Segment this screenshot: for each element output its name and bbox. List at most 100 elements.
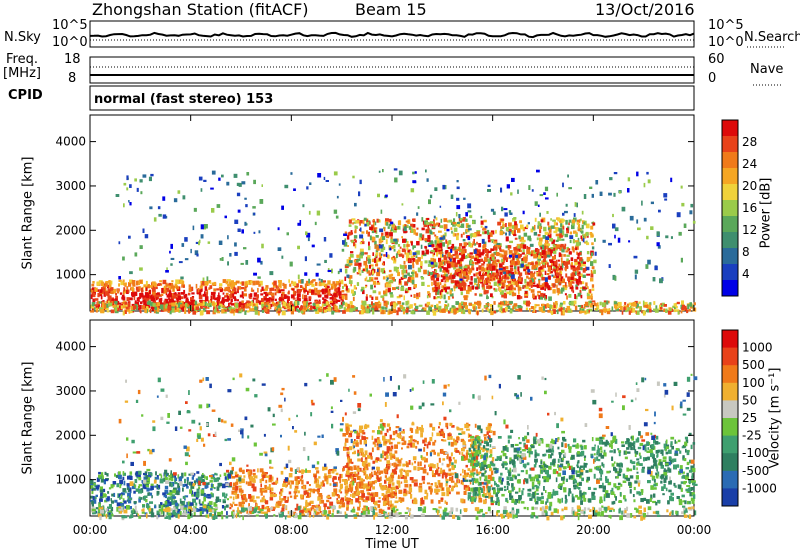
heatmap-cell [219, 499, 222, 503]
heatmap-cell [527, 246, 531, 250]
heatmap-cell [188, 473, 192, 476]
heatmap-cell [487, 239, 491, 243]
heatmap-cell [269, 488, 272, 493]
heatmap-cell [378, 238, 382, 244]
heatmap-cell [246, 302, 249, 307]
heatmap-cell [445, 239, 448, 244]
heatmap-cell [104, 303, 109, 308]
heatmap-cell [295, 301, 298, 306]
heatmap-cell [577, 237, 580, 243]
heatmap-cell [570, 264, 574, 268]
heatmap-cell [381, 244, 384, 248]
heatmap-cell [347, 245, 349, 247]
heatmap-cell [289, 484, 292, 489]
heatmap-cell [447, 296, 451, 300]
heatmap-cell [178, 476, 182, 482]
heatmap-cell [193, 511, 196, 516]
heatmap-cell [380, 268, 384, 273]
heatmap-cell [665, 235, 669, 239]
heatmap-cell [468, 266, 470, 270]
heatmap-cell [558, 308, 562, 312]
heatmap-cell [237, 228, 241, 232]
heatmap-cell [417, 267, 422, 273]
heatmap-cell [583, 222, 586, 225]
heatmap-cell [119, 496, 121, 500]
heatmap-cell [204, 485, 208, 489]
heatmap-cell [446, 286, 451, 290]
heatmap-cell [617, 301, 622, 307]
heatmap-cell [304, 298, 308, 302]
heatmap-cell [359, 486, 364, 489]
heatmap-cell [477, 306, 481, 309]
heatmap-cell [478, 471, 482, 474]
heatmap-cell [344, 238, 347, 243]
heatmap-cell [417, 257, 421, 262]
heatmap-cell [514, 221, 517, 226]
heatmap-cell [487, 184, 491, 187]
heatmap-cell [440, 309, 443, 313]
heatmap-cell [477, 282, 480, 287]
heatmap-cell [257, 276, 261, 279]
heatmap-cell [397, 244, 401, 247]
heatmap-cell [493, 259, 497, 264]
heatmap-cell [591, 246, 595, 250]
heatmap-cell [225, 292, 229, 297]
heatmap-cell [428, 260, 432, 264]
heatmap-cell [545, 197, 549, 200]
heatmap-cell [686, 309, 689, 314]
heatmap-cell [289, 261, 293, 267]
heatmap-cell [616, 306, 619, 309]
heatmap-cell [512, 219, 515, 222]
heatmap-cell [300, 288, 302, 292]
heatmap-cell [392, 245, 396, 249]
heatmap-cell [384, 300, 388, 304]
heatmap-cell [192, 225, 195, 231]
heatmap-cell [420, 265, 423, 269]
heatmap-cell [112, 305, 117, 308]
heatmap-cell [437, 480, 441, 485]
heatmap-cell [120, 494, 123, 499]
heatmap-cell [586, 242, 590, 246]
heatmap-cell [235, 302, 239, 308]
heatmap-cell [410, 241, 413, 246]
heatmap-cell [588, 309, 590, 313]
heatmap-cell [462, 239, 466, 242]
heatmap-cell [544, 263, 546, 268]
heatmap-cell [292, 309, 294, 312]
heatmap-cell [182, 503, 185, 506]
heatmap-cell [538, 294, 540, 300]
heatmap-cell [360, 481, 364, 486]
heatmap-cell [688, 308, 691, 312]
heatmap-cell [165, 476, 167, 480]
heatmap-cell [409, 484, 411, 487]
heatmap-cell [315, 287, 318, 293]
heatmap-cell [343, 293, 348, 297]
heatmap-cell [540, 219, 544, 223]
heatmap-cell [363, 432, 366, 435]
heatmap-cell [234, 474, 239, 478]
heatmap-cell [458, 304, 462, 309]
heatmap-cell [213, 477, 215, 481]
heatmap-cell [410, 310, 415, 314]
heatmap-cell [326, 290, 330, 294]
heatmap-cell [133, 483, 135, 487]
heatmap-cell [635, 310, 640, 315]
heatmap-cell [174, 307, 178, 312]
heatmap-cell [428, 292, 431, 298]
heatmap-cell [401, 236, 403, 239]
heatmap-cell [520, 281, 523, 284]
heatmap-cell [560, 257, 563, 262]
heatmap-cell [403, 295, 405, 301]
heatmap-cell [340, 473, 343, 479]
heatmap-cell [222, 500, 226, 504]
heatmap-cell [222, 279, 227, 283]
heatmap-cell [576, 256, 581, 260]
heatmap-cell [520, 224, 524, 230]
heatmap-cell [425, 249, 429, 255]
heatmap-cell [438, 301, 441, 304]
heatmap-cell [458, 248, 463, 252]
heatmap-cell [469, 281, 473, 285]
heatmap-cell [251, 483, 255, 489]
heatmap-cell [456, 232, 460, 236]
heatmap-cell [589, 304, 593, 308]
